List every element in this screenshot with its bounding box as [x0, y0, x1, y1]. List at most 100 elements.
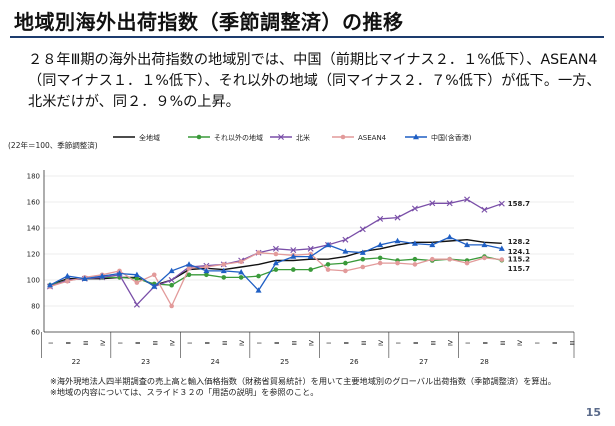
data-point: [65, 279, 70, 284]
x-quarter-label: Ⅳ: [169, 340, 177, 346]
data-point: [308, 267, 313, 272]
legend-item: 全地域: [113, 133, 160, 142]
x-quarter-label: Ⅱ: [551, 341, 559, 344]
data-point: [134, 276, 140, 281]
data-point: [499, 257, 505, 262]
footnote-2: ※地域の内容については、スライド３２の「用語の説明」を参照のこと。: [50, 387, 319, 397]
data-point: [412, 262, 418, 267]
data-point: [377, 241, 384, 248]
data-point: [482, 255, 487, 261]
x-year-label: 23: [141, 358, 150, 366]
line-chart: (22年＝100、季節調整済) 全地域 それ以外の地域 北米 ASEAN4 中国(含香港)…: [8, 133, 576, 366]
end-value-label: 115.7: [508, 265, 530, 273]
data-point: [290, 253, 297, 259]
summary-text: ２８年Ⅲ期の海外出荷指数の地域別では、中国（前期比マイナス２．１%低下）、ASE…: [28, 52, 601, 110]
title-divider: [10, 36, 604, 38]
data-point: [325, 267, 331, 272]
data-point: [464, 260, 470, 266]
legend-item: 中国(含香港): [405, 133, 472, 142]
y-tick-label: 160: [27, 199, 40, 207]
x-quarter-label: Ⅱ: [134, 341, 142, 344]
data-point: [133, 301, 140, 308]
x-quarter-label: Ⅱ: [64, 341, 72, 344]
data-point: [394, 237, 401, 244]
x-quarter-label: Ⅰ: [117, 342, 125, 344]
x-quarter-label: Ⅳ: [447, 340, 455, 346]
legend-label: それ以外の地域: [214, 133, 263, 142]
data-point: [238, 259, 244, 265]
data-point: [186, 266, 192, 271]
data-point: [290, 267, 296, 272]
data-point: [64, 272, 71, 279]
x-quarter-label: Ⅳ: [308, 340, 316, 346]
legend: 全地域 それ以外の地域 北米 ASEAN4 中国(含香港): [113, 133, 472, 142]
data-point: [221, 275, 227, 280]
data-point: [307, 245, 314, 252]
x-year-label: 26: [350, 358, 359, 366]
data-point: [186, 272, 192, 278]
data-point: [273, 251, 279, 257]
end-value-label: 115.2: [508, 256, 530, 264]
x-quarter-label: Ⅳ: [516, 340, 524, 346]
data-point: [464, 196, 471, 203]
footnotes: ※海外現地法人四半期調査の売上高と輸入価格指数（財務省貿易統計）を用いて主要地域…: [50, 376, 570, 398]
data-point: [342, 236, 349, 243]
data-point: [411, 240, 418, 246]
x-quarter-label: Ⅰ: [464, 342, 472, 344]
x-year-label: 25: [280, 358, 289, 366]
data-point: [307, 253, 314, 259]
data-point: [47, 282, 53, 288]
data-point: [220, 267, 227, 274]
x-quarter-label: Ⅰ: [325, 342, 333, 344]
end-value-label: 124.1: [508, 248, 530, 256]
data-point: [203, 267, 210, 274]
legend-marker: [278, 134, 284, 140]
data-point: [377, 215, 384, 222]
x-quarter-label: Ⅱ: [481, 341, 489, 344]
data-point: [481, 206, 488, 213]
x-quarter-label: Ⅲ: [151, 341, 159, 345]
data-point: [395, 260, 400, 266]
data-point: [429, 256, 435, 262]
data-point: [272, 245, 279, 252]
data-point: [343, 260, 348, 266]
data-point: [360, 264, 366, 270]
legend-item: ASEAN4: [332, 134, 387, 142]
page-title: 地域別海外出荷指数（季節調整済）の推移: [14, 10, 404, 34]
data-point: [256, 273, 261, 279]
page-number: 15: [585, 406, 601, 419]
y-tick-label: 80: [31, 303, 40, 311]
x-quarter-label: Ⅱ: [273, 341, 281, 344]
data-point: [498, 245, 505, 251]
data-point: [221, 262, 227, 267]
x-quarter-label: Ⅱ: [342, 341, 350, 344]
data-point: [151, 272, 157, 278]
data-point: [81, 275, 88, 281]
data-point: [168, 267, 175, 274]
data-point: [169, 282, 174, 288]
data-point: [446, 200, 453, 207]
data-point: [412, 256, 418, 262]
legend-label: 全地域: [139, 133, 160, 142]
data-point: [464, 241, 471, 248]
data-point: [377, 255, 383, 261]
data-point: [325, 241, 332, 248]
x-quarter-label: Ⅲ: [360, 341, 368, 345]
legend-label: ASEAN4: [358, 134, 387, 142]
x-year-label: 28: [480, 358, 489, 366]
data-point: [238, 269, 245, 275]
data-point: [204, 272, 209, 278]
legend-marker: [196, 134, 202, 140]
x-year-label: 27: [419, 358, 428, 366]
x-quarter-label: Ⅰ: [186, 342, 194, 344]
x-quarter-label: Ⅰ: [47, 342, 55, 344]
x-quarter-label: Ⅲ: [499, 341, 507, 345]
data-point: [394, 214, 401, 221]
data-point: [116, 270, 123, 276]
x-quarter-label: Ⅲ: [568, 341, 576, 345]
x-quarter-label: Ⅰ: [534, 342, 542, 344]
data-point: [377, 260, 383, 266]
series-group: 115.7: [47, 250, 530, 309]
x-quarter-label: Ⅳ: [99, 340, 107, 346]
data-point: [204, 264, 209, 270]
